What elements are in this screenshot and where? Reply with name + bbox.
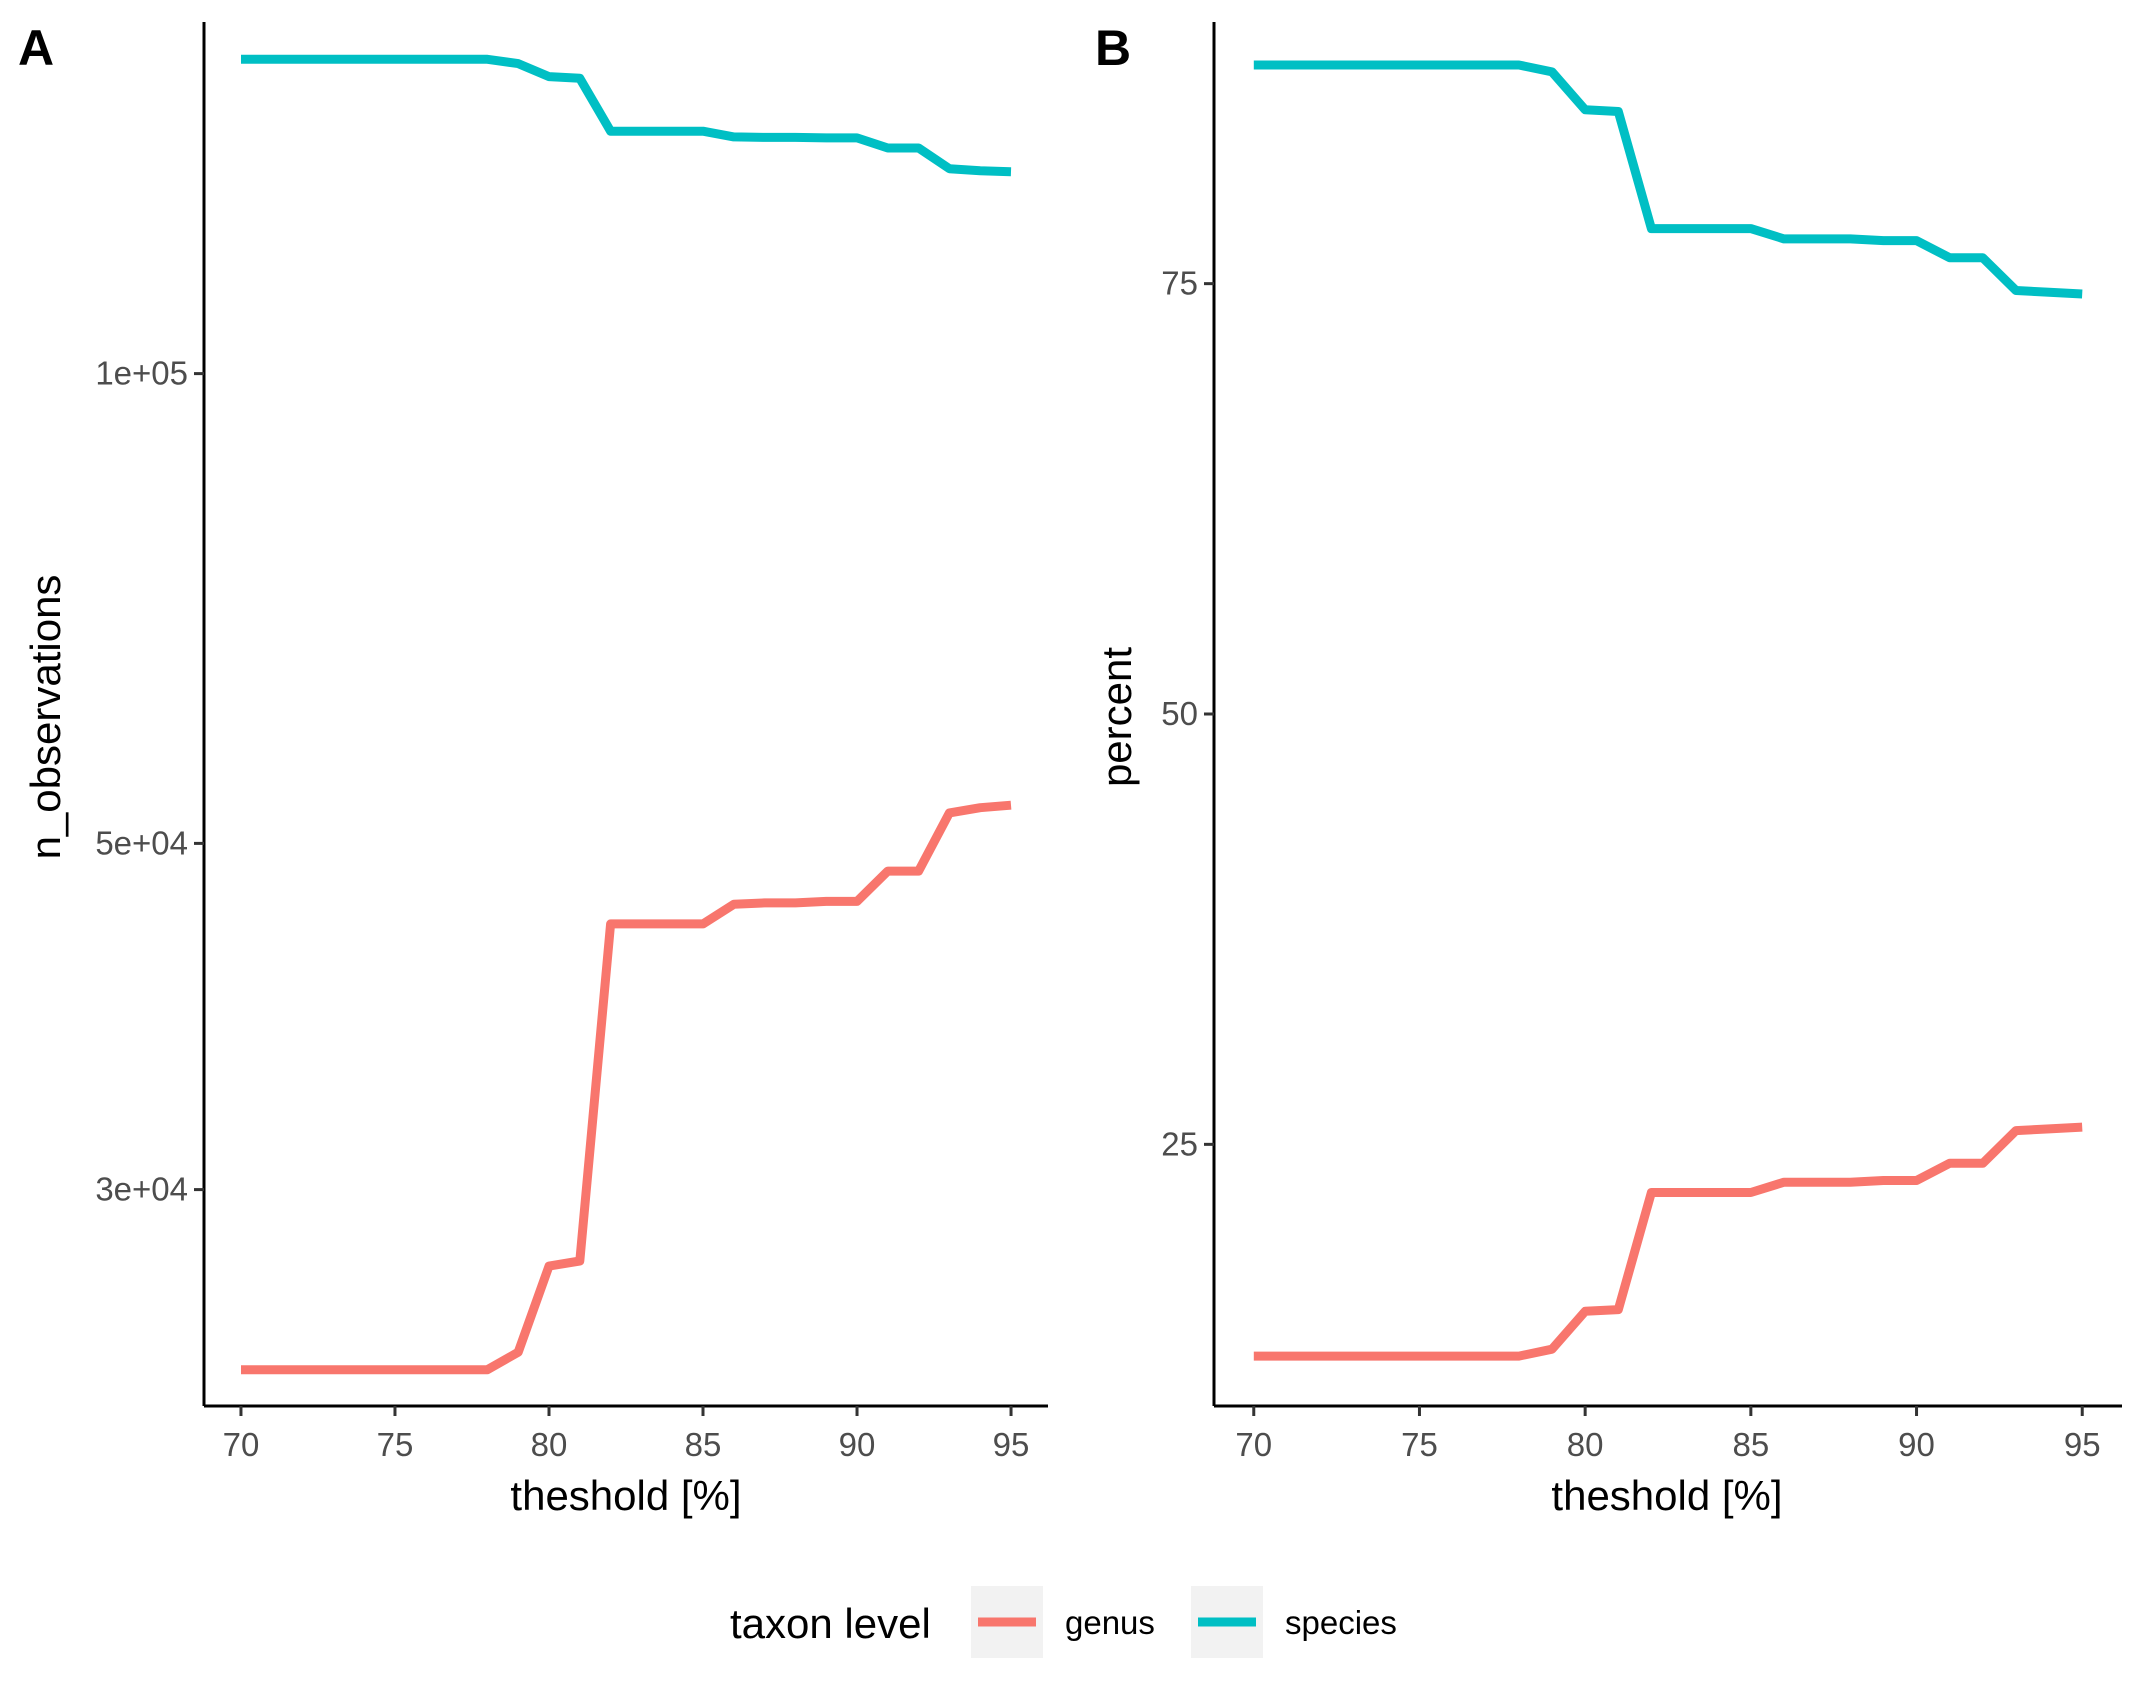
panel-b-x-tick-label: 70 [1235, 1426, 1272, 1463]
panel-a-series-line-species [241, 54, 1012, 177]
panel-a-x-tick-label: 70 [223, 1426, 260, 1463]
panel-b-x-tick-label: 85 [1732, 1426, 1769, 1463]
panel-b-y-axis-title: percent [1093, 647, 1140, 787]
legend-label-genus: genus [1065, 1604, 1155, 1641]
legend: taxon level genus species [730, 1586, 1397, 1658]
panel-b-y-tick-label: 75 [1161, 265, 1198, 302]
panel-a-y-tick-label: 1e+05 [95, 355, 188, 392]
panel-a: A 70 75 80 85 90 95 3e+04 5e+04 1e+05 theshold [… [18, 20, 1048, 1519]
panel-b-series-line-species [1253, 60, 2083, 299]
legend-title: taxon level [730, 1600, 931, 1647]
panel-a-y-axis-title: n_observations [22, 575, 69, 860]
panel-a-y-tick-label: 3e+04 [95, 1171, 188, 1208]
panel-b-lines [1253, 60, 2083, 1361]
panel-a-y-tick-label: 5e+04 [95, 824, 188, 861]
legend-label-species: species [1285, 1604, 1397, 1641]
panel-a-tag: A [18, 20, 54, 76]
panel-a-x-tick-label: 95 [993, 1426, 1030, 1463]
panel-a-axes: 70 75 80 85 90 95 3e+04 5e+04 1e+05 [95, 22, 1048, 1463]
panel-a-x-tick-label: 85 [685, 1426, 722, 1463]
panel-b-x-tick-label: 75 [1401, 1426, 1438, 1463]
panel-a-series-line-genus [241, 800, 1012, 1375]
panel-a-x-tick-label: 80 [531, 1426, 568, 1463]
panel-b-axes: 70 75 80 85 90 95 25 50 75 [1161, 22, 2122, 1463]
panel-b-x-tick-label: 95 [2064, 1426, 2101, 1463]
panel-b-x-tick-label: 80 [1567, 1426, 1604, 1463]
panel-b-x-axis-title: theshold [%] [1551, 1472, 1782, 1519]
panel-b-y-tick-label: 50 [1161, 695, 1198, 732]
panel-a-x-tick-label: 90 [839, 1426, 876, 1463]
panel-a-lines [241, 54, 1012, 1375]
panel-a-x-tick-label: 75 [377, 1426, 414, 1463]
panel-b-x-tick-label: 90 [1898, 1426, 1935, 1463]
panel-b-y-tick-label: 25 [1161, 1125, 1198, 1162]
panel-a-x-axis-title: theshold [%] [510, 1472, 741, 1519]
panel-b-series-line-genus [1253, 1122, 2083, 1361]
panel-b: B 70 75 80 85 90 95 25 50 75 theshold [%] percen… [1093, 20, 2122, 1519]
panel-b-tag: B [1095, 20, 1131, 76]
